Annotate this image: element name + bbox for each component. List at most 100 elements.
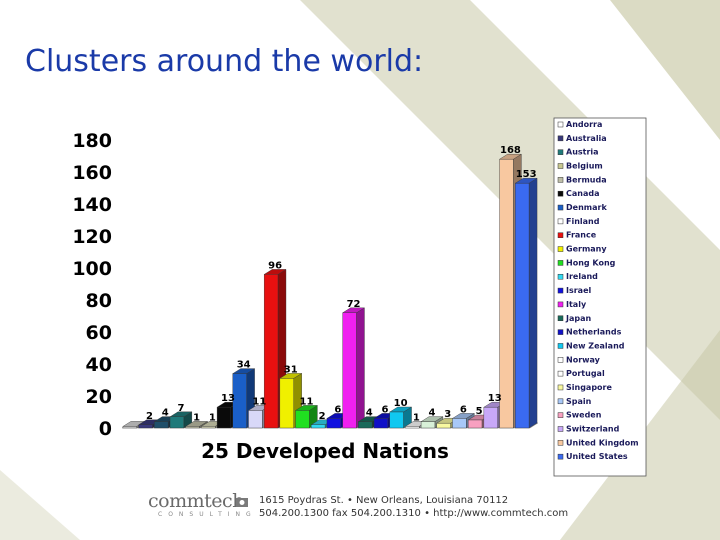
data-label: 31 <box>284 364 298 375</box>
y-axis-ticks: 0 20 40 60 80 100 120 140 160 180 <box>72 130 112 440</box>
legend-swatch <box>557 287 564 294</box>
legend-swatch <box>557 260 564 266</box>
y-tick-label: 100 <box>72 258 112 280</box>
legend-swatch <box>557 412 564 418</box>
chart-bars <box>122 153 538 429</box>
legend-swatch <box>557 453 564 460</box>
data-label: 1 <box>413 412 420 423</box>
legend-swatch <box>557 121 564 128</box>
legend-label: Finland <box>566 217 600 226</box>
bar-front <box>311 424 326 429</box>
data-label: 153 <box>516 169 537 180</box>
data-label: 13 <box>221 393 235 404</box>
bar-front <box>389 411 404 429</box>
legend-label: Andorra <box>566 120 602 129</box>
legend-label: Bermuda <box>566 175 607 184</box>
bar-side <box>356 307 365 429</box>
bar-front <box>295 410 310 429</box>
bar-front <box>342 312 357 429</box>
bar-front <box>232 373 247 429</box>
data-label: 4 <box>429 408 436 419</box>
legend-swatch <box>557 149 564 155</box>
legend-swatch <box>557 218 564 225</box>
legend-swatch <box>557 177 564 183</box>
legend-swatch <box>557 246 564 252</box>
bar-front <box>452 418 467 429</box>
x-axis-label: 25 Developed Nations <box>201 439 449 463</box>
legend-swatch <box>557 232 564 238</box>
slide-title: Clusters around the world: <box>25 44 424 79</box>
bar <box>341 307 366 429</box>
y-tick-label: 40 <box>86 354 112 376</box>
bar-front <box>483 407 498 429</box>
data-label: 4 <box>162 408 169 419</box>
legend-swatch <box>557 343 564 349</box>
logo-mark-icon <box>236 498 248 507</box>
legend-label: United Kingdom <box>566 438 639 447</box>
legend-label: Sweden <box>566 411 602 420</box>
legend-label: Australia <box>566 134 607 143</box>
footer: commtech CONSULTING 1615 Poydras St. • N… <box>144 490 624 530</box>
y-tick-label: 20 <box>86 386 112 408</box>
bar-front <box>436 423 451 429</box>
legend-swatch <box>557 357 564 363</box>
data-label: 7 <box>177 403 184 414</box>
legend-label: Spain <box>566 397 592 406</box>
y-tick-label: 140 <box>72 194 112 216</box>
legend-label: Israel <box>566 286 592 295</box>
legend-label: Ireland <box>566 272 598 281</box>
bar-front <box>279 378 294 429</box>
legend-swatch <box>557 315 564 322</box>
y-tick-label: 0 <box>99 418 112 440</box>
legend-label: France <box>566 231 597 240</box>
legend-label: United States <box>566 452 628 461</box>
bar-front <box>515 182 530 429</box>
bar-front <box>358 421 373 429</box>
data-label: 34 <box>237 360 251 371</box>
legend-label: Denmark <box>566 203 607 212</box>
data-label: 6 <box>460 404 467 415</box>
legend-swatch <box>557 163 564 169</box>
legend-swatch <box>557 301 564 308</box>
data-label: 96 <box>268 260 282 271</box>
bar-front <box>373 418 389 429</box>
bar <box>514 177 538 429</box>
y-tick-label: 180 <box>72 130 112 152</box>
legend-label: Portugal <box>566 369 605 378</box>
data-label: 6 <box>334 404 341 415</box>
data-label: 10 <box>394 398 408 409</box>
bar-front <box>154 421 169 429</box>
legend-label: Italy <box>566 300 587 309</box>
logo-tagline: CONSULTING <box>158 511 257 518</box>
data-label: 3 <box>444 409 451 420</box>
legend-label: Belgium <box>566 162 603 171</box>
bar <box>294 405 319 429</box>
data-label: 11 <box>300 396 314 407</box>
legend-label: Netherlands <box>566 328 622 337</box>
address-line-1: 1615 Poydras St. • New Orleans, Louisian… <box>259 495 509 506</box>
legend-swatch <box>557 329 564 335</box>
legend-label: Hong Kong <box>566 258 616 267</box>
company-logo: commtech CONSULTING <box>144 490 252 522</box>
bar-side <box>528 177 538 429</box>
bar-front <box>185 426 200 429</box>
data-label: 1 <box>193 412 200 423</box>
address-line-2: 504.200.1300 fax 504.200.1310 • http://w… <box>259 508 569 519</box>
data-label: 168 <box>500 145 521 156</box>
y-tick-label: 80 <box>86 290 112 312</box>
data-label: 6 <box>381 404 388 415</box>
bar-front <box>138 424 153 429</box>
legend-label: New Zealand <box>566 341 625 350</box>
y-tick-label: 120 <box>72 226 112 248</box>
address-block: 1615 Poydras St. • New Orleans, Louisian… <box>259 494 568 520</box>
bar-front <box>467 419 483 429</box>
bar-front <box>326 418 341 429</box>
legend-swatch <box>557 273 564 280</box>
legend-box <box>553 117 647 477</box>
bar-front <box>122 426 137 429</box>
data-label: 4 <box>366 408 373 419</box>
chart-legend: Andorra Australia Austria Belgium Bermuda Can… <box>553 117 647 477</box>
data-label: 2 <box>319 411 326 422</box>
legend-swatch <box>557 398 564 405</box>
